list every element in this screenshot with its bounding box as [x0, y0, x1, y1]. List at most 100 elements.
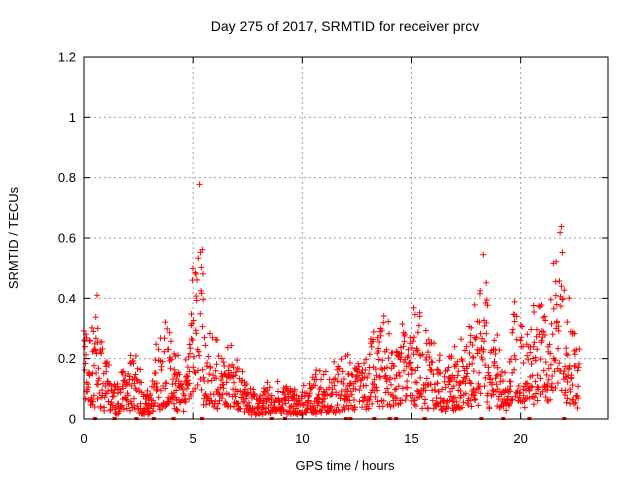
data-point	[279, 401, 286, 408]
data-point	[181, 392, 188, 399]
data-point	[531, 339, 538, 346]
data-point	[316, 386, 323, 393]
data-point	[434, 366, 441, 373]
data-point	[298, 395, 305, 402]
data-point	[285, 397, 292, 404]
data-point	[339, 368, 346, 375]
data-point	[537, 375, 544, 382]
data-point	[132, 352, 139, 359]
data-point	[448, 353, 455, 360]
data-point	[468, 380, 475, 387]
data-point	[224, 402, 231, 409]
data-point	[538, 302, 545, 309]
data-point	[434, 400, 441, 407]
data-point	[417, 374, 424, 381]
data-point	[564, 378, 571, 385]
data-point	[429, 397, 436, 404]
data-point	[317, 384, 324, 391]
data-point	[447, 388, 454, 395]
data-point	[94, 292, 101, 299]
data-point	[92, 347, 99, 354]
data-point	[117, 389, 124, 396]
data-point	[274, 388, 281, 395]
data-point	[412, 367, 419, 374]
data-point	[150, 407, 157, 414]
data-point	[123, 396, 130, 403]
data-point	[400, 329, 407, 336]
data-point	[507, 383, 514, 390]
data-point	[318, 409, 325, 416]
data-point	[458, 404, 465, 411]
data-point	[456, 379, 463, 386]
data-point	[481, 323, 488, 330]
data-point	[108, 399, 115, 406]
data-point	[375, 356, 382, 363]
data-point	[409, 392, 416, 399]
data-point	[540, 367, 547, 374]
data-point	[536, 331, 543, 338]
data-point	[236, 366, 243, 373]
data-point	[341, 406, 348, 413]
data-point	[563, 345, 570, 352]
data-point	[539, 388, 546, 395]
data-point	[419, 405, 426, 412]
data-point	[351, 404, 358, 411]
data-point	[389, 349, 396, 356]
data-point	[146, 410, 153, 417]
data-point	[293, 410, 300, 417]
data-point	[559, 296, 566, 303]
data-point	[320, 371, 327, 378]
data-point	[515, 382, 522, 389]
data-point	[451, 394, 458, 401]
data-point	[497, 378, 504, 385]
data-point	[363, 356, 370, 363]
data-point	[396, 372, 403, 379]
data-point	[387, 381, 394, 388]
data-point	[192, 271, 199, 278]
data-point	[231, 379, 238, 386]
data-point	[159, 358, 166, 365]
x-tick-label: 10	[295, 431, 309, 446]
data-point	[169, 381, 176, 388]
data-point	[130, 395, 137, 402]
data-point	[291, 397, 298, 404]
x-tick-label: 5	[190, 431, 197, 446]
data-point	[94, 395, 101, 402]
data-point	[85, 384, 92, 391]
data-point	[559, 296, 566, 303]
data-point	[359, 404, 366, 411]
data-point	[564, 352, 571, 359]
data-point	[422, 327, 429, 334]
data-point	[576, 360, 583, 367]
data-point	[95, 375, 102, 382]
data-point	[475, 402, 482, 409]
data-point	[518, 334, 525, 341]
data-point	[426, 354, 433, 361]
data-point	[130, 360, 137, 367]
data-point	[576, 346, 583, 353]
data-point	[362, 366, 369, 373]
data-point	[453, 378, 460, 385]
data-point	[506, 359, 513, 366]
data-point	[530, 343, 537, 350]
data-point	[340, 404, 347, 411]
data-point	[190, 364, 197, 371]
data-point	[182, 399, 189, 406]
data-point	[165, 398, 172, 405]
data-point	[175, 352, 182, 359]
data-point	[381, 365, 388, 372]
data-point	[346, 359, 353, 366]
data-point	[98, 338, 105, 345]
data-point	[348, 371, 355, 378]
data-point	[573, 393, 580, 400]
data-point	[520, 359, 527, 366]
data-point	[435, 388, 442, 395]
data-point	[161, 335, 168, 342]
data-point	[451, 343, 458, 350]
data-point	[186, 341, 193, 348]
data-point	[391, 386, 398, 393]
data-point	[206, 330, 213, 337]
data-point	[414, 364, 421, 371]
data-point	[215, 352, 222, 359]
data-point	[407, 334, 414, 341]
